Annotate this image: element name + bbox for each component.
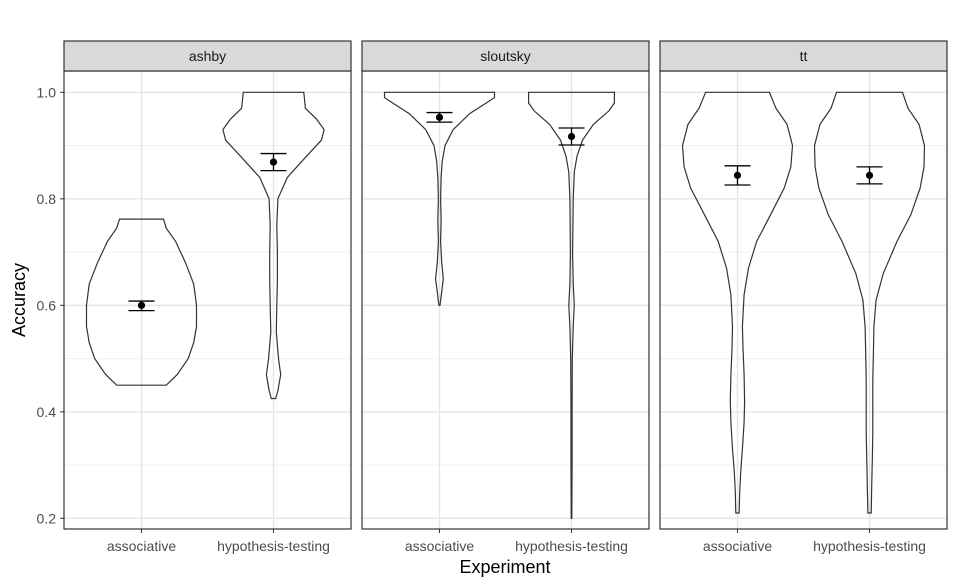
y-tick-label: 0.4 [37,404,57,420]
panel-title: tt [800,48,808,64]
panel-background [660,71,947,529]
x-tick-label: associative [405,538,474,554]
violin-associative [383,91,496,306]
violin-associative [85,218,198,386]
x-axis-title: Experiment [459,557,550,577]
mean-point [435,113,444,121]
x-tick-label: associative [107,538,176,554]
y-tick-label: 0.2 [37,510,57,526]
violin-hypothesis-testing [222,91,325,400]
y-tick-label: 1.0 [37,84,57,100]
x-tick-label: hypothesis-testing [515,538,628,554]
mean-point [567,132,576,141]
strip-background [63,40,352,72]
mean-point [137,301,146,309]
panel-background [362,71,649,529]
y-axis: 0.2 0.4 0.6 0.8 1.0 [37,84,64,526]
chart-panels: associative hypothesis-testingashbyassoci… [63,40,948,554]
mean-point [269,158,278,166]
mean-point [865,171,874,179]
x-tick-label: associative [703,538,772,554]
strip-background [361,40,650,72]
panel-sloutsky: associative hypothesis-testing sloutsky [361,40,650,554]
panel-title: ashby [189,48,226,64]
y-tick-label: 0.8 [37,191,57,207]
strip-background [659,40,948,72]
y-axis-title: Accuracy [9,263,29,337]
panel-tt: associative hypothesis-testing tt [659,40,948,554]
violin-hypothesis-testing [813,91,926,514]
x-tick-label: hypothesis-testing [217,538,330,554]
violin-hypothesis-testing [528,91,615,519]
y-tick-label: 0.6 [37,297,57,313]
mean-point [733,171,742,179]
panel-background [64,71,351,529]
panel-ashby: associative hypothesis-testing ashby [63,40,352,554]
x-tick-label: hypothesis-testing [813,538,926,554]
violin-associative [681,91,794,514]
panel-title: sloutsky [480,48,531,64]
